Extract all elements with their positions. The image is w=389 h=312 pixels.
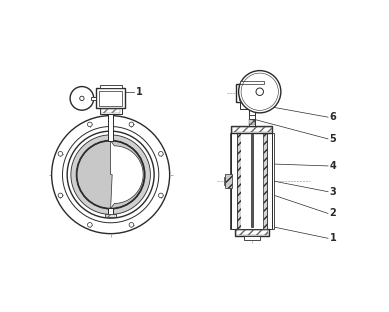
Bar	[225, 174, 232, 188]
Bar	[224, 177, 225, 185]
Bar	[235, 229, 269, 236]
Circle shape	[88, 122, 92, 127]
Circle shape	[67, 131, 154, 218]
Bar	[232, 127, 272, 132]
Circle shape	[159, 193, 163, 198]
Polygon shape	[77, 141, 112, 208]
Bar	[100, 85, 121, 88]
Text: 1: 1	[329, 233, 336, 243]
Circle shape	[256, 88, 263, 95]
Circle shape	[71, 135, 151, 214]
Circle shape	[76, 140, 145, 209]
Bar	[237, 133, 241, 229]
Bar	[267, 133, 272, 229]
Bar	[108, 114, 113, 141]
Circle shape	[70, 86, 94, 110]
Circle shape	[238, 71, 281, 113]
Bar	[251, 134, 253, 227]
Text: 5: 5	[329, 134, 336, 144]
Bar	[100, 109, 121, 114]
Bar	[96, 88, 125, 109]
Circle shape	[58, 152, 63, 156]
Bar	[249, 119, 255, 125]
Bar	[101, 110, 120, 113]
Circle shape	[52, 116, 170, 234]
Bar	[231, 126, 272, 133]
Polygon shape	[110, 141, 144, 208]
Bar	[108, 208, 113, 216]
Bar	[272, 133, 274, 229]
Bar	[99, 91, 122, 106]
Bar	[249, 110, 256, 126]
Bar	[244, 236, 260, 240]
Text: 6: 6	[329, 112, 336, 122]
Bar	[249, 103, 256, 109]
Circle shape	[129, 222, 134, 227]
Bar	[230, 133, 231, 229]
Bar	[241, 133, 263, 229]
Bar	[105, 214, 116, 217]
Circle shape	[129, 122, 134, 127]
Text: 4: 4	[329, 161, 336, 171]
Bar	[249, 115, 256, 119]
Bar	[106, 215, 116, 217]
Bar	[240, 80, 265, 84]
Circle shape	[58, 193, 63, 198]
Bar	[231, 133, 237, 229]
Bar	[236, 230, 268, 235]
Bar	[240, 102, 264, 110]
Text: 3: 3	[329, 187, 336, 197]
Circle shape	[63, 126, 159, 223]
Text: 1: 1	[135, 87, 142, 97]
Bar	[263, 133, 267, 229]
Bar	[237, 84, 268, 102]
Bar	[239, 85, 265, 100]
Text: 2: 2	[329, 208, 336, 218]
Circle shape	[159, 152, 163, 156]
Bar	[91, 97, 96, 100]
Circle shape	[88, 222, 92, 227]
Circle shape	[80, 96, 84, 100]
